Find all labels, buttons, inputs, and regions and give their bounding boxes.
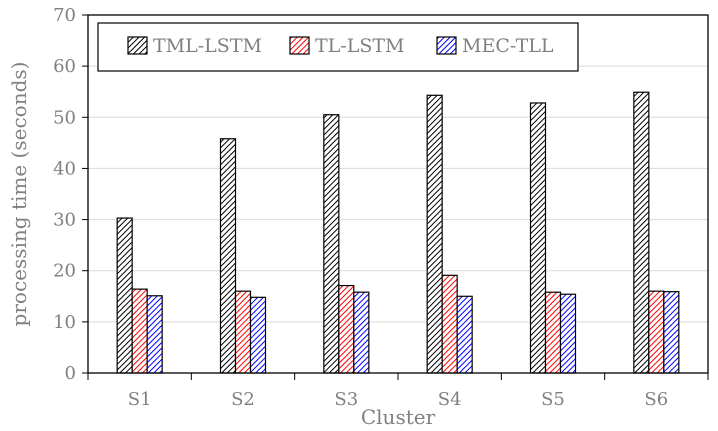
y-tick-label: 20 <box>53 261 76 282</box>
y-tick-label: 70 <box>53 5 76 26</box>
bar-mec-tll-s4 <box>456 295 473 374</box>
bar-tl-lstm-s5 <box>544 291 562 374</box>
bar-tl-lstm-s1 <box>131 288 148 374</box>
bar-tl-lstm-s6 <box>648 290 665 374</box>
legend-label-tl-lstm: TL-LSTM <box>315 35 404 57</box>
legend-label-mec-tll: MEC-TLL <box>462 35 554 57</box>
x-tick-label: S6 <box>644 389 668 410</box>
bar-tl-lstm-s2 <box>234 290 252 374</box>
bar-tml-lstm-s4 <box>426 94 443 374</box>
legend-box <box>97 22 579 72</box>
bar-tml-lstm-s1 <box>116 217 133 374</box>
bar-tml-lstm-s5 <box>529 102 547 374</box>
bar-tml-lstm-s2 <box>219 138 237 374</box>
bar-tml-lstm-s6 <box>633 91 650 374</box>
x-axis-title: Cluster <box>361 405 436 429</box>
y-tick-label: 10 <box>53 312 76 333</box>
x-tick-label: S1 <box>128 389 152 410</box>
legend-swatch-mec-tll <box>436 36 457 55</box>
y-tick-label: 0 <box>65 363 76 384</box>
bars <box>116 91 680 374</box>
axis-ticks: 0 10 20 30 40 50 60 70 S1 S2 S3 S4 S5 S6 <box>53 5 709 410</box>
x-tick-label: S2 <box>231 389 255 410</box>
legend-swatch-tl-lstm <box>289 36 310 55</box>
gridlines <box>88 65 708 323</box>
bar-mec-tll-s1 <box>146 295 163 374</box>
y-axis-title: processing time (seconds) <box>7 62 31 327</box>
y-tick-label: 60 <box>53 56 76 77</box>
bar-mec-tll-s6 <box>663 291 680 374</box>
legend-label-tml-lstm: TML-LSTM <box>153 35 262 57</box>
y-tick-label: 40 <box>53 158 76 179</box>
bar-mec-tll-s3 <box>353 291 370 374</box>
y-tick-label: 30 <box>53 210 76 231</box>
x-tick-label: S4 <box>438 389 462 410</box>
y-tick-label: 50 <box>53 107 76 128</box>
x-tick-label: S3 <box>334 389 358 410</box>
legend: TML-LSTM TL-LSTM MEC-TLL <box>97 22 579 72</box>
legend-swatch-tml-lstm <box>127 36 148 55</box>
bar-mec-tll-s2 <box>249 296 267 374</box>
bar-mec-tll-s5 <box>559 293 577 374</box>
x-tick-label: S5 <box>541 389 565 410</box>
bar-tl-lstm-s4 <box>441 274 458 374</box>
bar-tml-lstm-s3 <box>323 114 340 374</box>
bar-tl-lstm-s3 <box>338 284 355 374</box>
